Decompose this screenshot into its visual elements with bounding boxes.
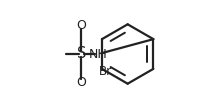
Text: Br: Br [99, 64, 112, 78]
Text: S: S [77, 47, 86, 61]
Text: O: O [76, 76, 86, 89]
Text: NH: NH [89, 48, 108, 60]
Text: O: O [76, 19, 86, 32]
